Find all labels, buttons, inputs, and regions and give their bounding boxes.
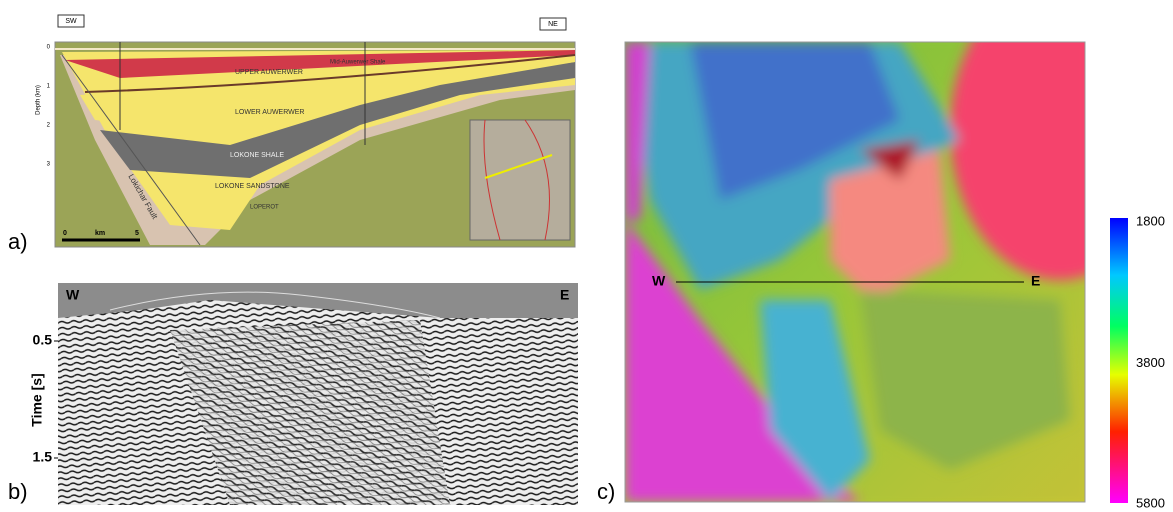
time-tick-label: 1.5 bbox=[33, 449, 53, 465]
tag: SW bbox=[65, 18, 77, 25]
profile-end: W bbox=[652, 273, 666, 289]
axis-title: Time [s] bbox=[29, 373, 45, 426]
unit-label: Mid-Auwerwer Shale bbox=[330, 60, 386, 66]
scale-label: 5 bbox=[135, 230, 139, 237]
colorbar-tick-label: 3800 bbox=[1136, 355, 1165, 370]
unit-label: LOKONE SANDSTONE bbox=[215, 183, 290, 190]
unit-label: UPPER AUWERWER bbox=[235, 69, 303, 76]
colorbar bbox=[1110, 218, 1128, 503]
panel-label: c) bbox=[597, 479, 615, 504]
colorbar-tick-label: 1800 bbox=[1136, 213, 1165, 228]
time-tick-label: 0.5 bbox=[33, 332, 53, 348]
depth-tick-label: 0 bbox=[47, 45, 51, 51]
profile-end: W bbox=[66, 287, 80, 303]
profile-end: E bbox=[1031, 273, 1040, 289]
panel-label: b) bbox=[8, 479, 28, 504]
seismic-section bbox=[58, 283, 578, 505]
tag: NE bbox=[548, 21, 558, 28]
figure: SW NE Depth (km) 0 1 2 3 Mid-Auwerwer Shale… bbox=[0, 0, 1173, 512]
panel-label: a) bbox=[8, 229, 28, 254]
top-layer bbox=[55, 48, 575, 50]
depth-tick-label: 2 bbox=[47, 123, 51, 129]
colorbar-tick-label: 5800 bbox=[1136, 495, 1165, 510]
scale-label: km bbox=[95, 230, 105, 237]
profile-end: E bbox=[560, 287, 569, 303]
axis-title: Depth (km) bbox=[36, 85, 42, 115]
depth-tick-label: 3 bbox=[47, 162, 51, 168]
unit-label: LOPEROT bbox=[250, 205, 279, 211]
cross-section bbox=[55, 15, 575, 247]
unit-label: LOKONE SHALE bbox=[230, 152, 284, 159]
inset-map bbox=[470, 120, 570, 240]
depth-tick-label: 1 bbox=[47, 84, 51, 90]
map-texture bbox=[625, 42, 1085, 502]
velocity-map bbox=[625, 0, 1170, 502]
scale-label: 0 bbox=[63, 230, 67, 237]
unit-label: LOWER AUWERWER bbox=[235, 109, 305, 116]
